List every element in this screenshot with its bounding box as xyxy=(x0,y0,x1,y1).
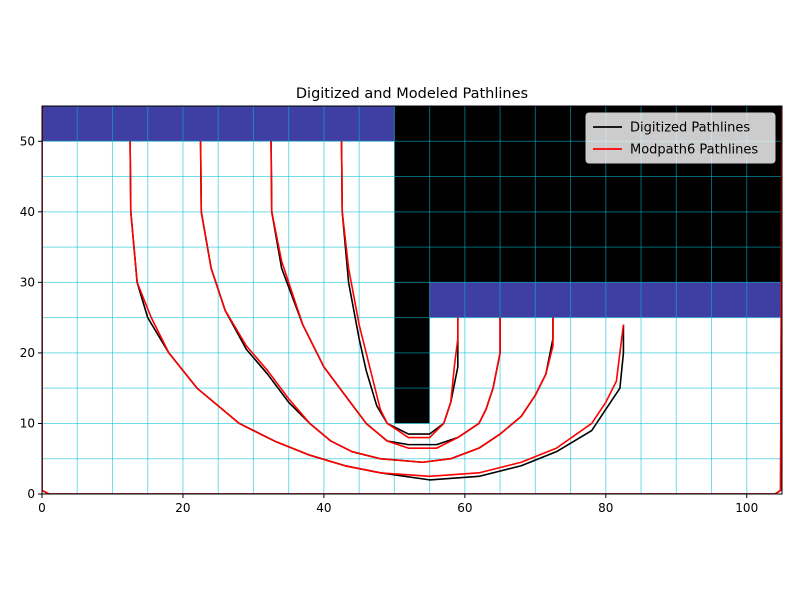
y-tick-label: 50 xyxy=(20,134,35,148)
x-tick-label: 60 xyxy=(457,501,472,515)
pathline-series-0-3 xyxy=(340,141,459,435)
legend-label: Digitized Pathlines xyxy=(630,121,750,136)
pathline-series-1-3 xyxy=(340,141,459,439)
legend: Digitized Pathlines Modpath6 Pathlines xyxy=(585,112,776,164)
plot-content xyxy=(42,106,782,494)
pathline-series-1-2 xyxy=(270,141,501,449)
pathline-series-1-1 xyxy=(199,141,554,464)
x-tick-label: 40 xyxy=(316,501,331,515)
legend-box xyxy=(585,112,776,164)
x-tick-label: 0 xyxy=(38,501,46,515)
y-tick-label: 40 xyxy=(20,205,35,219)
x-tick-label: 100 xyxy=(735,501,758,515)
x-tick-label: 20 xyxy=(175,501,190,515)
axes: 0 20 40 60 80 100 0 10 20 30 40 50 xyxy=(20,105,783,515)
legend-label: Modpath6 Pathlines xyxy=(630,143,758,158)
y-tick-label: 20 xyxy=(20,346,35,360)
pathline-series-1-4 xyxy=(42,106,782,494)
y-tick-label: 10 xyxy=(20,416,35,430)
plot-frame xyxy=(41,105,783,495)
y-tick-label: 0 xyxy=(27,487,35,501)
x-tick-label: 80 xyxy=(598,501,613,515)
y-tick-label: 30 xyxy=(20,275,35,289)
chart-title: Digitized and Modeled Pathlines xyxy=(296,86,528,102)
plot-area xyxy=(42,106,782,494)
pathline-series-1-0 xyxy=(129,141,625,478)
